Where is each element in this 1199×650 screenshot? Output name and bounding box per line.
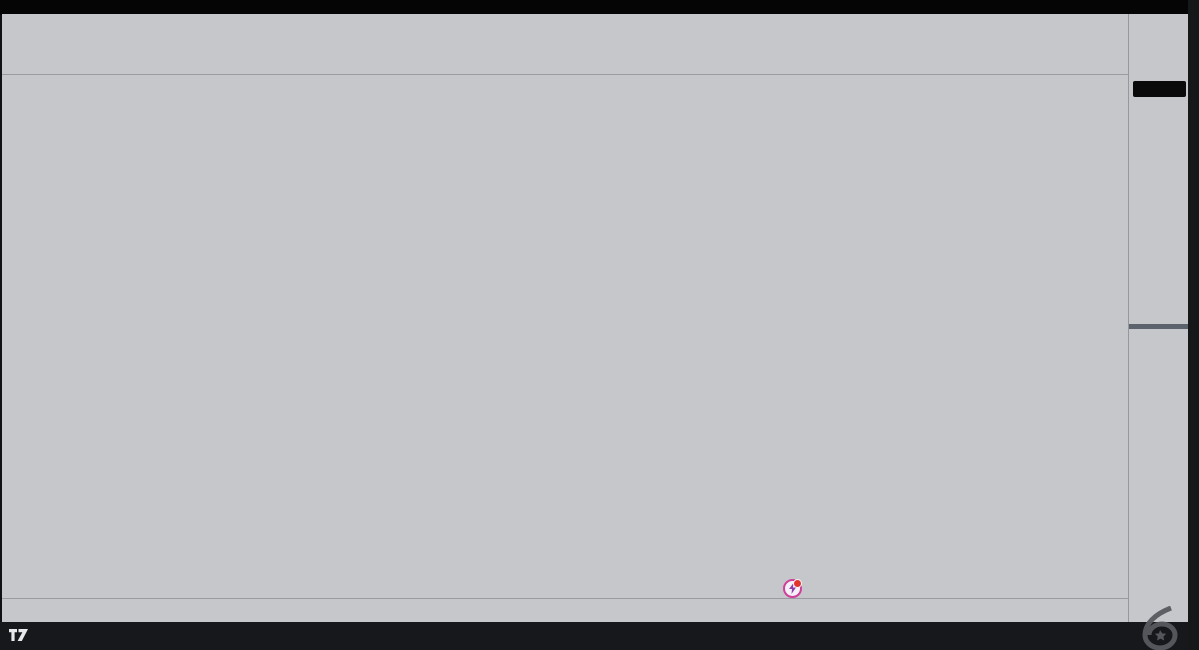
lightning-icon: [789, 583, 796, 594]
watermark-swirl-icon: [1142, 606, 1178, 650]
axis-separator: [2, 598, 1188, 599]
currency-badge[interactable]: [1133, 81, 1186, 97]
right-margin: [1188, 0, 1199, 650]
time-axis[interactable]: [2, 600, 1128, 622]
price-chart-canvas[interactable]: [2, 14, 1128, 622]
pane-separator[interactable]: [2, 74, 1188, 75]
tradingview-logo-icon: [9, 629, 28, 641]
alert-active-dot: [793, 579, 802, 588]
footer-bar: [0, 622, 1199, 650]
symbol-legend[interactable]: [12, 82, 47, 94]
attribution-bar: [0, 0, 1199, 15]
alert-icon[interactable]: [783, 579, 802, 598]
current-price-badge: [1129, 324, 1189, 329]
tradingview-logo[interactable]: [9, 629, 34, 641]
price-scale[interactable]: [1128, 14, 1189, 622]
site-watermark: [1141, 606, 1185, 650]
